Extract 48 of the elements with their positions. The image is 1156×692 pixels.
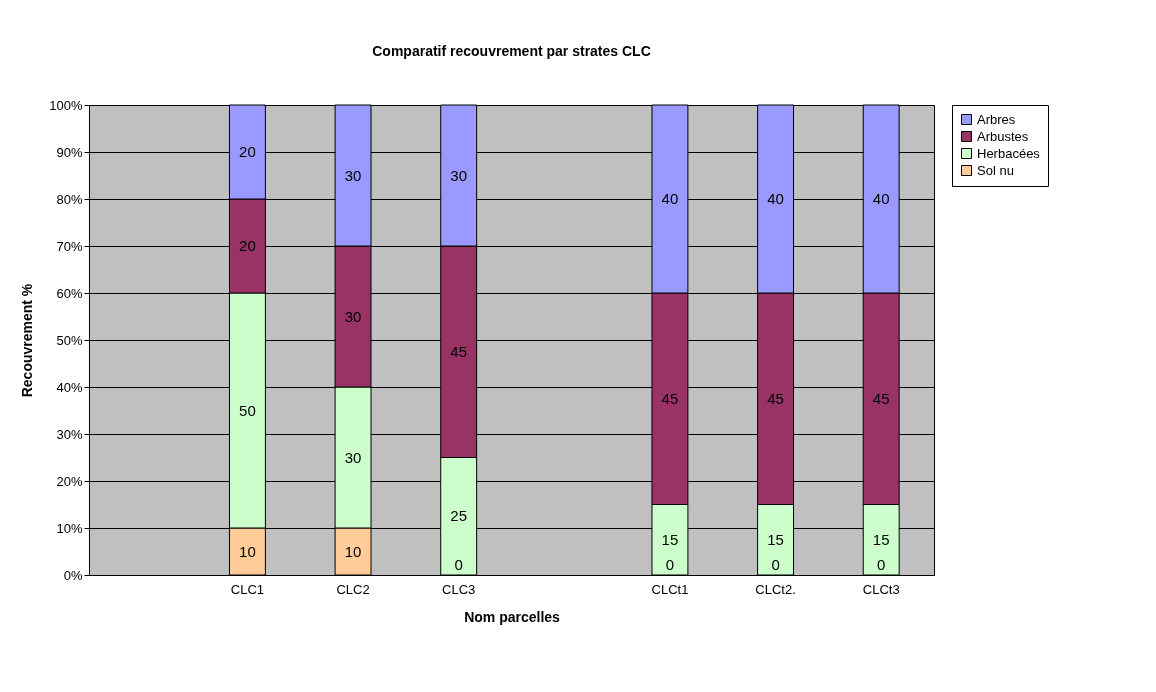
data-label: 40 [767, 190, 784, 207]
data-label: 20 [239, 237, 256, 254]
data-label: 30 [344, 166, 362, 184]
data-label: 15 [661, 530, 679, 548]
data-label: 15 [767, 530, 784, 548]
y-tick-label: 60% [56, 285, 83, 301]
y-tick-label: 90% [56, 144, 83, 160]
data-label: 30 [450, 166, 468, 184]
x-axis-title: Nom parcelles [464, 608, 561, 625]
y-tick-label: 0% [63, 567, 83, 583]
x-tick-label: CLCt1 [651, 581, 689, 597]
y-tick-label: 40% [56, 379, 83, 395]
data-label: 25 [450, 507, 468, 525]
legend-label: Sol nu [977, 162, 1014, 178]
annotation: 0 [771, 556, 780, 573]
annotation: 0 [665, 556, 675, 573]
data-label: 30 [344, 307, 362, 325]
y-tick-label: 100% [49, 97, 83, 113]
y-axis-title: Recouvrement % [19, 283, 36, 398]
data-label: 45 [872, 389, 890, 407]
data-label: 50 [239, 401, 256, 419]
data-label: 10 [239, 542, 256, 560]
chart-title: Comparatif recouvrement par strates CLC [372, 43, 651, 59]
x-tick-label: CLC3 [442, 581, 476, 597]
x-tick-label: CLCt2. [755, 581, 796, 597]
legend-label: Herbacées [977, 145, 1041, 161]
y-tick-label: 70% [56, 238, 83, 254]
data-label: 10 [344, 542, 362, 560]
data-label: 30 [344, 448, 362, 466]
y-tick-label: 80% [56, 191, 83, 207]
y-tick-label: 20% [56, 473, 83, 489]
data-label: 20 [239, 143, 256, 160]
y-tick-label: 50% [56, 332, 83, 348]
legend-label: Arbustes [977, 128, 1029, 144]
data-label: 45 [450, 342, 468, 360]
x-tick-label: CLCt3 [862, 581, 900, 597]
data-label: 15 [872, 530, 890, 548]
data-label: 40 [872, 190, 890, 207]
annotation: 0 [454, 556, 463, 573]
annotation: 0 [877, 556, 886, 573]
x-tick-label: CLC2 [336, 581, 370, 597]
y-tick-label: 30% [56, 426, 83, 442]
legend-label: Arbres [977, 111, 1016, 127]
x-tick-label: CLC1 [230, 581, 265, 597]
data-label: 45 [661, 389, 679, 407]
data-label: 40 [661, 190, 679, 207]
y-tick-label: 10% [56, 520, 83, 536]
data-label: 45 [767, 389, 784, 407]
